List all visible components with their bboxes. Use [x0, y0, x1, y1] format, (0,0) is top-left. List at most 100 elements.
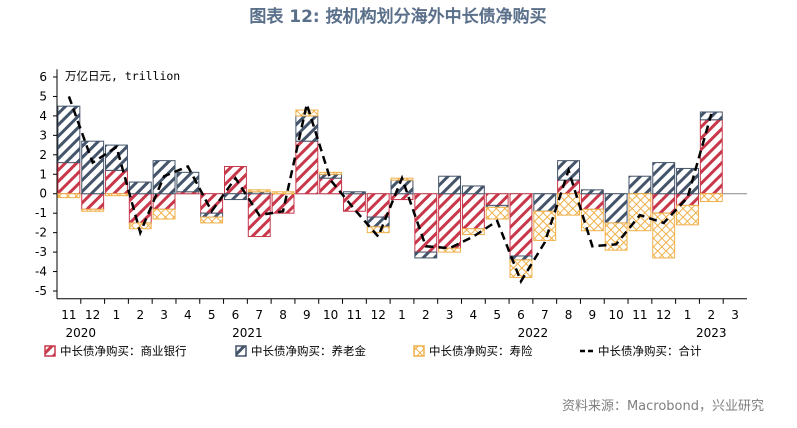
source: 资料来源：Macrobond，兴业研究 [562, 399, 764, 414]
bar-segment [652, 212, 676, 259]
bar-segment [57, 105, 81, 164]
x-tick-label: 5 [208, 308, 216, 322]
bar-segment [580, 208, 604, 232]
legend-swatch [235, 345, 247, 357]
bar-segment [295, 109, 319, 117]
legend-swatch [413, 345, 425, 357]
bar-segment [676, 204, 699, 226]
year-label: 2022 [518, 326, 549, 340]
x-tick-label: 1 [113, 308, 121, 322]
bar-segment [342, 191, 366, 195]
bar-segment [128, 181, 152, 195]
x-tick-label: 9 [589, 308, 597, 322]
x-tick-label: 3 [731, 308, 739, 322]
x-tick-label: 2 [136, 308, 144, 322]
x-tick-label: 3 [160, 308, 168, 322]
x-tick-label: 1 [398, 308, 406, 322]
y-tick-label: 1 [39, 167, 47, 181]
bar-segment [580, 189, 604, 195]
bar-segment [485, 193, 509, 206]
x-tick-label: 11 [632, 308, 647, 322]
bar-segment [652, 193, 676, 214]
bar-segment [295, 140, 319, 195]
x-tick-label: 4 [184, 308, 192, 322]
x-tick-label: 7 [541, 308, 549, 322]
bar-segment [105, 144, 128, 171]
year-label: 2021 [232, 326, 263, 340]
bar-segment [366, 226, 390, 234]
y-tick-label: 4 [39, 109, 47, 123]
y-tick-label: -3 [35, 245, 47, 259]
bar-segment [200, 216, 224, 224]
x-tick-label: 2 [707, 308, 715, 322]
bar-segment [438, 247, 462, 253]
bar-segment [105, 193, 128, 197]
bar-segment [438, 193, 462, 249]
bar-segment [366, 193, 390, 218]
x-tick-label: 11 [61, 308, 76, 322]
bar-segment [509, 259, 533, 278]
legend-label: 中长债净购买：寿险 [429, 344, 533, 358]
legend-swatch [44, 345, 56, 357]
bar-segment [699, 119, 723, 195]
x-tick-label: 1 [684, 308, 692, 322]
y-tick-label: -2 [35, 226, 47, 240]
legend-label: 中长债净购买：养老金 [251, 344, 366, 358]
bar-segment [390, 179, 414, 195]
y-tick-label: -5 [35, 284, 47, 298]
year-label: 2020 [66, 326, 97, 340]
chart-title: 图表 12: 按机构划分海外中长债净购买 [249, 6, 546, 27]
legend-label: 中长债净购买：合计 [598, 344, 702, 358]
x-tick-label: 8 [565, 308, 573, 322]
bar-segment [604, 193, 628, 224]
bar-segment [461, 228, 485, 236]
x-tick-label: 7 [255, 308, 263, 322]
bar-segment [57, 193, 81, 199]
x-tick-label: 10 [323, 308, 338, 322]
bar-segment [152, 208, 176, 220]
x-tick-label: 12 [85, 308, 100, 322]
bar-segment [533, 193, 557, 212]
x-tick-label: 5 [493, 308, 501, 322]
legend-label: 中长债净购买：商业银行 [60, 344, 187, 358]
x-tick-label: 10 [608, 308, 623, 322]
bar-segment [319, 177, 343, 195]
bar-segment [319, 171, 343, 175]
bar-segment [224, 193, 247, 201]
x-tick-label: 3 [446, 308, 454, 322]
x-tick-label: 12 [371, 308, 386, 322]
x-tick-label: 9 [303, 308, 311, 322]
bar-segment [699, 193, 723, 203]
bar-segment [271, 191, 295, 195]
y-tick-label: 5 [39, 89, 47, 103]
bar-segment [200, 212, 224, 218]
y-tick-label: -4 [35, 265, 47, 279]
bar-segment [461, 185, 485, 195]
year-label: 2023 [696, 326, 727, 340]
x-tick-label: 12 [656, 308, 671, 322]
bar-segment [81, 193, 105, 210]
unit-label: 万亿日元, trillion [65, 69, 180, 83]
bar-segment [128, 222, 152, 230]
bar-segment [461, 193, 485, 230]
bar-segment [81, 140, 105, 195]
y-tick-label: 2 [39, 148, 47, 162]
bar-segment [533, 210, 557, 241]
bar-segment [319, 173, 343, 179]
y-tick-label: 3 [39, 128, 47, 142]
x-tick-label: 4 [470, 308, 478, 322]
bar-segment [438, 175, 462, 195]
bar-segment [580, 193, 604, 210]
x-tick-label: 2 [422, 308, 430, 322]
y-tick-label: 6 [39, 70, 47, 84]
bar-segment [342, 193, 366, 212]
bar-segment [485, 206, 509, 220]
bar-segment [604, 222, 628, 251]
bar-segment [676, 167, 699, 195]
bar-segment [414, 251, 438, 259]
bar-segment [247, 189, 271, 193]
bar-segment [652, 162, 676, 195]
bar-segment [57, 162, 81, 195]
x-tick-label: 6 [517, 308, 525, 322]
